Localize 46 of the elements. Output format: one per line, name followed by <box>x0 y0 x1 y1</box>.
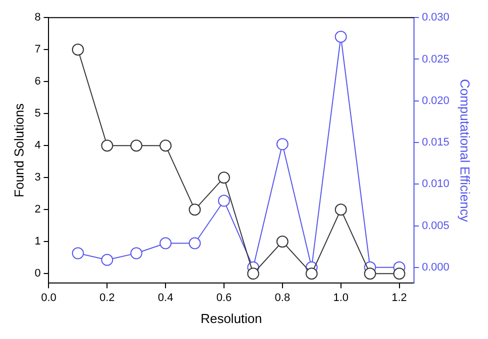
point <box>393 268 406 280</box>
y-tick-label: 4 <box>34 140 41 152</box>
y-tick-label: 6 <box>34 76 41 88</box>
y2-tick-label: 0.010 <box>422 178 450 190</box>
y2-tick-label: 0.030 <box>422 12 450 24</box>
point <box>130 247 142 260</box>
point <box>364 268 376 280</box>
point <box>247 268 260 280</box>
point <box>72 247 84 260</box>
point <box>218 194 230 207</box>
point <box>306 268 318 280</box>
point <box>160 140 172 152</box>
point <box>334 204 347 216</box>
point <box>160 237 172 250</box>
y2-tick-label: 0.025 <box>422 53 450 66</box>
point <box>72 44 84 56</box>
y-tick-label: 1 <box>34 236 41 248</box>
y-tick-label: 0 <box>34 268 41 280</box>
y2-tick-label: 0.005 <box>422 220 450 232</box>
y-tick-label: 2 <box>34 204 41 216</box>
y2-axis-title: Computational Efficiency <box>458 78 473 222</box>
y2-tick-label: 0.020 <box>422 94 450 107</box>
x-tick-label: 1.0 <box>333 292 348 304</box>
x-axis-title: Resolution <box>200 310 262 326</box>
point <box>130 140 142 152</box>
x-tick-label: 0.4 <box>158 292 174 304</box>
point <box>276 138 288 150</box>
y-tick-label: 3 <box>34 172 41 184</box>
point <box>101 140 114 152</box>
point <box>188 237 201 250</box>
x-tick-label: 0.8 <box>274 292 290 304</box>
point <box>218 172 230 184</box>
point <box>276 236 288 248</box>
x-tick-label: 0.2 <box>99 292 115 304</box>
y-tick-label: 5 <box>34 108 41 120</box>
point <box>334 30 347 43</box>
y-tick-label: 7 <box>34 44 41 56</box>
x-tick-label: 1.2 <box>392 292 407 304</box>
x-tick-label: 0.0 <box>41 292 56 304</box>
point <box>188 204 201 216</box>
x-tick-label: 0.6 <box>216 292 232 304</box>
y-tick-label: 8 <box>34 12 41 24</box>
y-axis-title: Found Solutions <box>11 102 26 198</box>
y2-tick-label: 0.015 <box>422 136 450 149</box>
y2-tick-label: 0.000 <box>422 261 450 274</box>
point <box>101 254 114 266</box>
